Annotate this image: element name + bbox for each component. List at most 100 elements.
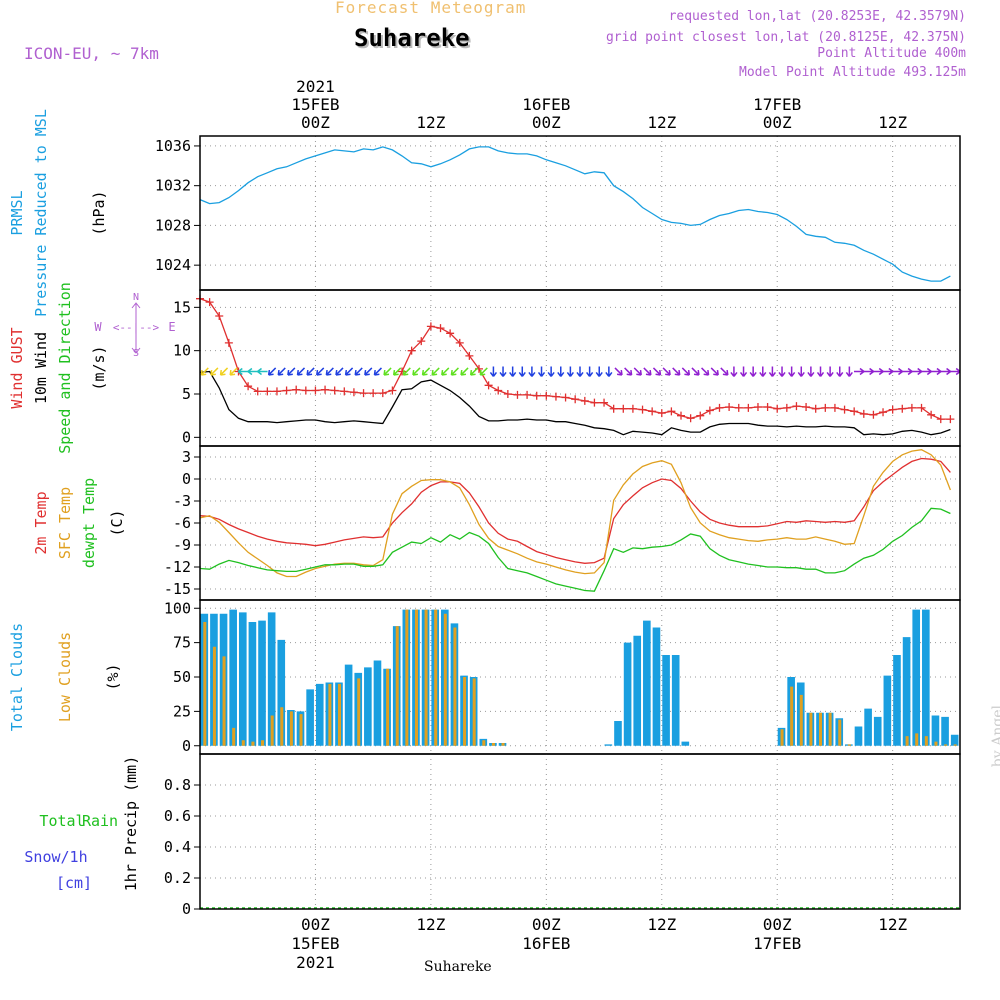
gust-marker [773, 404, 782, 413]
cloud-bar-low [828, 712, 832, 746]
wind-direction-arrow [643, 367, 652, 376]
cloud-bar-low [357, 678, 361, 746]
top-time-label: 15FEB [291, 95, 339, 114]
gust-marker [224, 338, 233, 347]
gust-marker [907, 403, 916, 412]
y-tick-label: -12 [164, 558, 191, 576]
wind-direction-arrow [296, 367, 306, 376]
cloud-bar-low [395, 626, 399, 746]
gust-marker [936, 415, 945, 424]
gust-marker [628, 404, 637, 413]
y-tick-label: 1028 [155, 216, 191, 234]
panel-pressure: 1024 1028 1032 1036 PRMSL Pressure Reduced to… [8, 109, 961, 317]
cloud-bar-total [883, 675, 892, 746]
wind-direction-arrow [306, 367, 315, 376]
gust-marker [744, 403, 753, 412]
wind-direction-arrow [412, 367, 421, 376]
cloud-bar-total [238, 612, 247, 746]
footer-station: Suhareke [424, 959, 492, 975]
y-tick-label: 0.4 [164, 838, 191, 856]
wind-direction-arrow [460, 367, 469, 376]
cloud-bar-total [344, 664, 353, 746]
gust-marker [802, 403, 811, 411]
y-label: 10m Wind [32, 332, 50, 404]
gust-marker [725, 403, 734, 411]
y-tick-label: 0.6 [164, 807, 191, 825]
panel-frame [199, 753, 961, 910]
y-tick-label: 0 [182, 428, 191, 446]
wind-direction-arrow [720, 367, 729, 376]
cloud-bar-total [267, 612, 276, 746]
cloud-bar-low [443, 613, 447, 746]
gust-marker [782, 403, 791, 412]
gust-marker [494, 386, 503, 395]
wind-direction-arrow [730, 366, 738, 377]
wind-direction-arrow [277, 367, 286, 376]
bottom-time-label: 12Z [416, 915, 445, 934]
gust-marker [715, 403, 724, 412]
wind-direction-arrow [335, 367, 344, 376]
top-time-label: 17FEB [753, 95, 801, 114]
y-label: Speed and Direction [56, 282, 74, 454]
gust-marker [263, 387, 272, 396]
gust-marker [455, 338, 464, 347]
gust-marker [330, 386, 339, 395]
series-line-2m [199, 457, 951, 564]
bottom-time-label: 00Z [301, 915, 330, 934]
cloud-bar-total [315, 683, 324, 746]
cloud-bar-low [434, 609, 438, 746]
wind-direction-arrow [778, 366, 786, 377]
wind-direction-arrow [710, 367, 719, 376]
wind-direction-arrow [892, 367, 903, 376]
wind-direction-arrow [605, 366, 613, 377]
wind-direction-arrow [479, 367, 488, 376]
bottom-time-label: 17FEB [753, 934, 801, 953]
cloud-bar-total [912, 609, 921, 746]
y-tick-label: 5 [182, 385, 191, 403]
panel-wind: 0 5 10 15 Wind GUST 10m Wind Speed and Directi… [8, 282, 961, 454]
cloud-bar-total [277, 639, 286, 746]
gust-marker [301, 386, 310, 395]
wind-direction-arrow [200, 367, 209, 376]
cloud-bar-low [337, 683, 341, 746]
gust-marker [590, 398, 599, 407]
gust-marker [734, 403, 743, 412]
wind-direction-arrow [421, 367, 431, 376]
y-tick-label: 1032 [155, 177, 191, 195]
y-tick-label: -15 [164, 580, 191, 598]
y-label-rain: Rain [82, 812, 118, 830]
cloud-bar-total [864, 708, 872, 746]
gust-marker [619, 404, 628, 413]
gust-marker [696, 411, 705, 420]
wind-direction-arrow [247, 367, 258, 376]
top-time-label: 00Z [763, 113, 792, 132]
y-tick-label: 0 [182, 900, 191, 918]
cloud-bar-total [854, 726, 863, 746]
cloud-bar-total [373, 660, 382, 746]
y-tick-label: 100 [164, 599, 191, 617]
panel-frame [199, 135, 961, 291]
y-tick-label: -3 [173, 492, 191, 510]
gust-marker [561, 393, 570, 402]
wind-direction-arrow [739, 366, 748, 377]
wind-direction-arrow [219, 367, 229, 376]
cloud-bar-low [328, 683, 332, 746]
model-label: ICON-EU, ~ 7km [24, 44, 159, 63]
series-line-sfc [199, 449, 952, 578]
y-tick-label: 15 [173, 298, 191, 316]
wind-direction-arrow [325, 367, 334, 376]
cloud-bar-low [819, 712, 823, 746]
series-line-dewpt [199, 507, 951, 592]
wind-direction-arrow [930, 367, 942, 376]
cloud-bar-total [671, 655, 680, 746]
cloud-bar-low [482, 740, 486, 746]
gust-marker [253, 387, 262, 396]
wind-direction-arrow [364, 367, 373, 376]
y-label: Total Clouds [8, 623, 26, 731]
gust-marker [580, 396, 589, 405]
gust-marker [946, 415, 955, 424]
wind-direction-arrow [287, 367, 296, 376]
wind-direction-arrow [624, 367, 633, 376]
gust-marker [340, 387, 349, 396]
cloud-bar-total [922, 609, 930, 746]
